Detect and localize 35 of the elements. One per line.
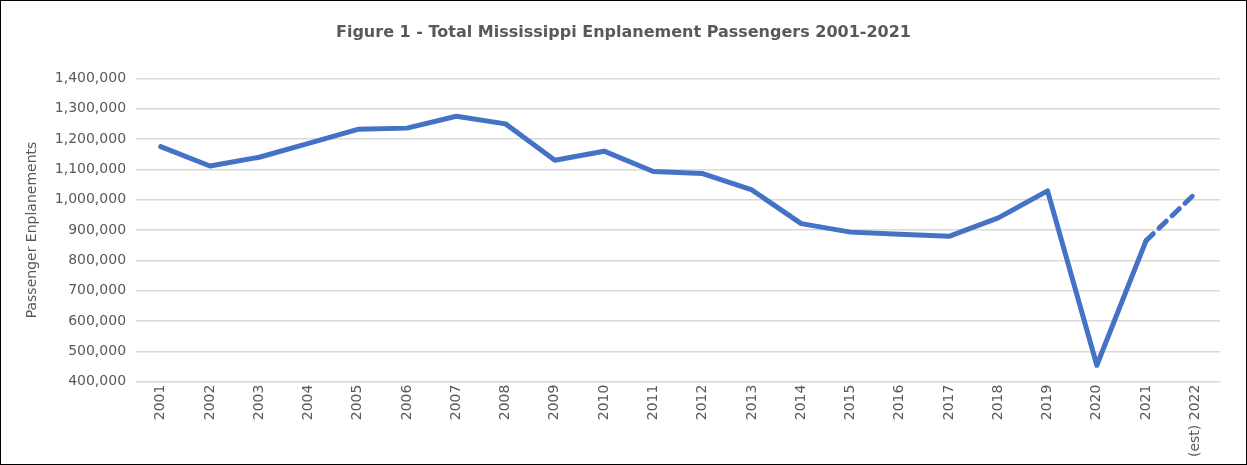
y-tick-label: 500,000 <box>68 341 127 358</box>
x-tick-label: 2019 <box>1038 384 1055 421</box>
y-tick-label: 1,100,000 <box>54 160 127 176</box>
x-tick-label: 2007 <box>446 384 463 421</box>
y-tick-label: 700,000 <box>68 281 127 298</box>
x-tick-label: 2004 <box>299 384 316 421</box>
x-tick-label: 2020 <box>1087 384 1104 421</box>
y-tick-label: 400,000 <box>68 372 127 389</box>
y-tick-label: 900,000 <box>68 220 127 237</box>
x-tick-label: 2017 <box>939 384 956 421</box>
x-tick-label: 2011 <box>644 384 661 421</box>
y-tick-label: 1,000,000 <box>54 190 127 207</box>
x-tick-label: 2008 <box>496 384 513 421</box>
x-tick-label: 2012 <box>693 384 710 421</box>
x-tick-label: 2001 <box>151 384 168 421</box>
y-tick-label: 1,200,000 <box>54 129 127 146</box>
x-tick-label: 2010 <box>594 384 611 421</box>
y-tick-label: 600,000 <box>68 311 127 328</box>
x-tick-label: 2013 <box>742 384 759 421</box>
y-tick-label: 800,000 <box>68 250 127 267</box>
x-tick-label: 2003 <box>249 384 266 421</box>
x-tick-label: 2009 <box>545 384 562 421</box>
x-tick-label: (est) 2022 <box>1186 384 1203 458</box>
x-tick-label: 2002 <box>200 384 217 421</box>
x-tick-label: 2021 <box>1136 384 1153 421</box>
x-tick-label: 2015 <box>841 384 858 421</box>
x-tick-label: 2016 <box>890 384 907 421</box>
x-tick-label: 2018 <box>988 384 1005 421</box>
y-tick-label: 1,400,000 <box>54 69 127 86</box>
chart-title: Figure 1 - Total Mississippi Enplanement Passengers 2001-2021 <box>335 22 912 41</box>
x-tick-label: 2014 <box>791 384 808 421</box>
y-tick-label: 1,300,000 <box>54 99 127 116</box>
y-axis-title: Passenger Enplanements <box>23 141 40 319</box>
x-tick-label: 2006 <box>397 384 414 421</box>
x-tick-label: 2005 <box>348 384 365 421</box>
